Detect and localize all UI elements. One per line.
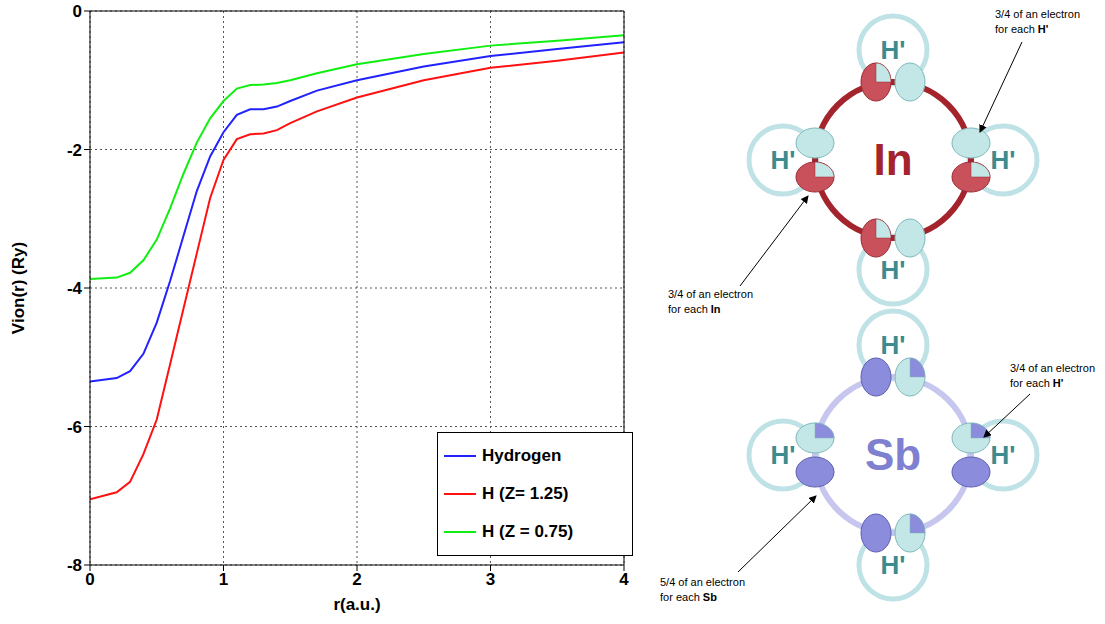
svg-text:H': H' — [881, 255, 906, 285]
svg-text:for each H': for each H' — [995, 23, 1049, 35]
svg-text:5/4 of an electron: 5/4 of an electron — [660, 576, 745, 588]
svg-text:H': H' — [991, 145, 1016, 175]
svg-text:for each Sb: for each Sb — [660, 591, 717, 603]
svg-text:0: 0 — [85, 570, 94, 589]
svg-text:4: 4 — [619, 570, 629, 589]
svg-text:H': H' — [991, 440, 1016, 470]
svg-text:Vion(r) (Ry): Vion(r) (Ry) — [9, 242, 28, 334]
svg-text:3: 3 — [486, 570, 495, 589]
svg-text:Sb: Sb — [865, 430, 921, 479]
html-text:Hydrogen: Hydrogen — [482, 446, 562, 465]
svg-text:H': H' — [881, 35, 906, 65]
svg-text:0: 0 — [73, 2, 82, 21]
svg-text:In: In — [873, 135, 912, 184]
svg-text:H': H' — [881, 330, 906, 360]
svg-text:-4: -4 — [67, 279, 83, 298]
svg-text:H': H' — [881, 550, 906, 580]
svg-text:2: 2 — [352, 570, 361, 589]
svg-text:-8: -8 — [67, 556, 82, 575]
svg-text:r(a.u.): r(a.u.) — [333, 595, 380, 614]
html-text:H (Z= 1.25): H (Z= 1.25) — [482, 484, 569, 503]
svg-text:-2: -2 — [67, 141, 82, 160]
svg-text:for each In: for each In — [668, 303, 721, 315]
svg-text:-6: -6 — [67, 418, 82, 437]
svg-text:H': H' — [771, 440, 796, 470]
html-text:H (Z = 0.75): H (Z = 0.75) — [482, 522, 574, 541]
svg-text:1: 1 — [219, 570, 228, 589]
svg-text:3/4 of an electron: 3/4 of an electron — [668, 288, 753, 300]
svg-text:3/4 of an electron: 3/4 of an electron — [1010, 362, 1095, 374]
svg-text:3/4 of an electron: 3/4 of an electron — [995, 8, 1080, 20]
svg-text:H': H' — [771, 145, 796, 175]
svg-text:for each H': for each H' — [1010, 377, 1064, 389]
